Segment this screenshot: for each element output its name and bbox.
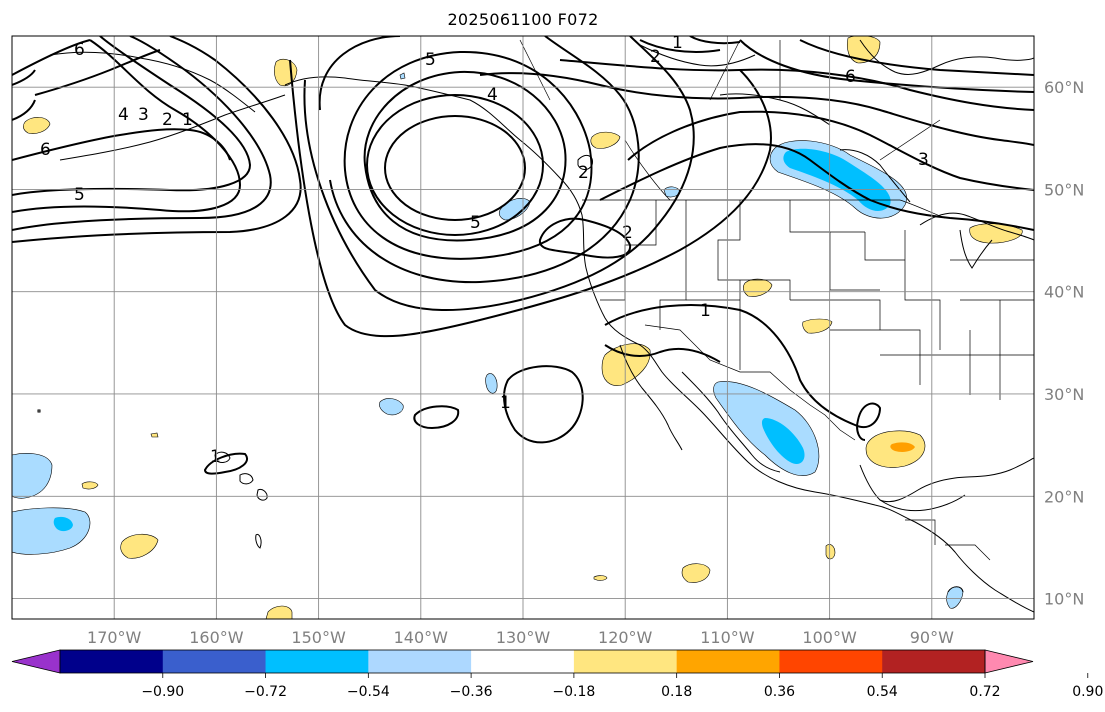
contour-label: 1 [182, 110, 193, 130]
colorbar-segment [60, 650, 164, 673]
contour-label: 2 [622, 223, 633, 243]
contour-label: 6 [40, 140, 51, 160]
longitude-tick-label: 160°W [189, 628, 244, 647]
shaded-fields [12, 36, 1023, 619]
longitude-tick-label: 140°W [394, 628, 449, 647]
longitude-tick-label: 130°W [496, 628, 551, 647]
yellow-area-kamchatka [23, 117, 51, 134]
colorbar-tick-label: 0.18 [661, 684, 692, 700]
contour-label-group: 6 5 4 3 2 1 6 5 5 4 2 1 2 6 3 2 1 1 1 [40, 33, 929, 467]
political-borders [519, 39, 1034, 561]
yellow-area-great-lakes [969, 223, 1023, 244]
longitude-tick-label: 100°W [802, 628, 857, 647]
colorbar-extend-high [984, 649, 1034, 674]
latitude-tick-label: 40°N [1044, 283, 1084, 302]
contour-label: 1 [210, 447, 221, 467]
contour-label: 1 [672, 33, 683, 53]
map-title: 2025061100 F072 [447, 10, 599, 29]
blue-area-gulf-alaska-dot [399, 72, 406, 80]
colorbar-segment [882, 650, 986, 673]
latitude-tick-label: 30°N [1044, 385, 1084, 404]
contour-label: 6 [845, 67, 856, 87]
map-frame [11, 35, 1035, 620]
latitude-tick-labels: 60°N 50°N 40°N 30°N 20°N 10°N [1044, 78, 1084, 608]
contour-label: 4 [118, 105, 129, 125]
colorbar-tick-label: 0.54 [867, 684, 898, 700]
latitude-tick-label: 60°N [1044, 78, 1084, 97]
colorbar-segment [573, 650, 678, 673]
map-panel: 6 5 4 3 2 1 6 5 5 4 2 1 2 6 3 2 1 1 1 [12, 33, 1034, 619]
longitude-tick-labels: 170°W 160°W 150°W 140°W 130°W 120°W 110°W 100°W… [87, 628, 954, 647]
yellow-area-kansas [802, 318, 833, 334]
yellow-area-pacific-6 [150, 432, 159, 438]
colorbar-tick-label: 0.72 [969, 684, 1000, 700]
yellow-area-pacific-4 [81, 481, 99, 490]
blue-area-west-pacific [12, 507, 91, 555]
colorbar-tick-label: 0.36 [764, 684, 795, 700]
contour-label: 2 [162, 110, 173, 130]
contour-label: 5 [425, 50, 436, 70]
yellow-area-pacific-1 [120, 533, 159, 559]
latitude-tick-label: 50°N [1044, 180, 1084, 199]
longitude-tick-label: 120°W [598, 628, 653, 647]
colorbar-segment [368, 650, 472, 673]
colorbar-tick-label: −0.72 [244, 684, 287, 700]
blue-area-pacific-small [379, 398, 404, 416]
contour-label: 6 [74, 40, 85, 60]
contour-label: 3 [138, 105, 149, 125]
contour-label: 3 [918, 150, 929, 170]
colorbar-tick-label: −0.90 [141, 684, 184, 700]
contour-label: 5 [470, 213, 481, 233]
grid-lines [12, 36, 1034, 619]
contour-label: 1 [700, 301, 711, 321]
colorbar-segment [162, 650, 267, 673]
yellow-area-pacific-3 [265, 605, 293, 619]
blue-area-pacific-small2 [485, 373, 498, 394]
contour-label: 4 [487, 85, 498, 105]
latitude-tick-label: 20°N [1044, 487, 1084, 506]
orange-core-gulf-coast [890, 442, 915, 452]
yellow-area-pacific-5 [593, 575, 608, 581]
contour-label: 1 [500, 393, 511, 413]
contour-label: 2 [650, 47, 661, 67]
longitude-tick-label: 110°W [700, 628, 755, 647]
blue-core-west-pacific [53, 516, 73, 532]
contour-lines [12, 36, 1034, 475]
colorbar-segment [471, 650, 575, 673]
colorbar-tick-label: −0.54 [347, 684, 390, 700]
longitude-tick-label: 150°W [291, 628, 346, 647]
colorbar-tick-label: −0.36 [450, 684, 493, 700]
colorbar-outline [59, 649, 986, 674]
contour-label: 5 [74, 185, 85, 205]
blue-area-hawaii-west [12, 453, 53, 499]
colorbar: −0.90 −0.72 −0.54 −0.36 −0.18 0.18 0.36 0.54 0.7… [11, 649, 1103, 700]
colorbar-segment [676, 650, 780, 673]
colorbar-segment [265, 650, 369, 673]
colorbar-tick-label: −0.18 [552, 684, 595, 700]
blue-core-mexico [761, 418, 805, 465]
colorbar-segment [779, 650, 883, 673]
colorbar-tick-label: 0.90 [1072, 684, 1103, 700]
longitude-tick-label: 170°W [87, 628, 142, 647]
colorbar-extend-low [11, 649, 61, 674]
longitude-tick-label: 90°W [910, 628, 954, 647]
yellow-area-pacific-2 [681, 563, 711, 583]
yellow-area-bc [590, 131, 621, 149]
contour-label: 2 [578, 163, 589, 183]
latitude-tick-label: 10°N [1044, 590, 1084, 609]
